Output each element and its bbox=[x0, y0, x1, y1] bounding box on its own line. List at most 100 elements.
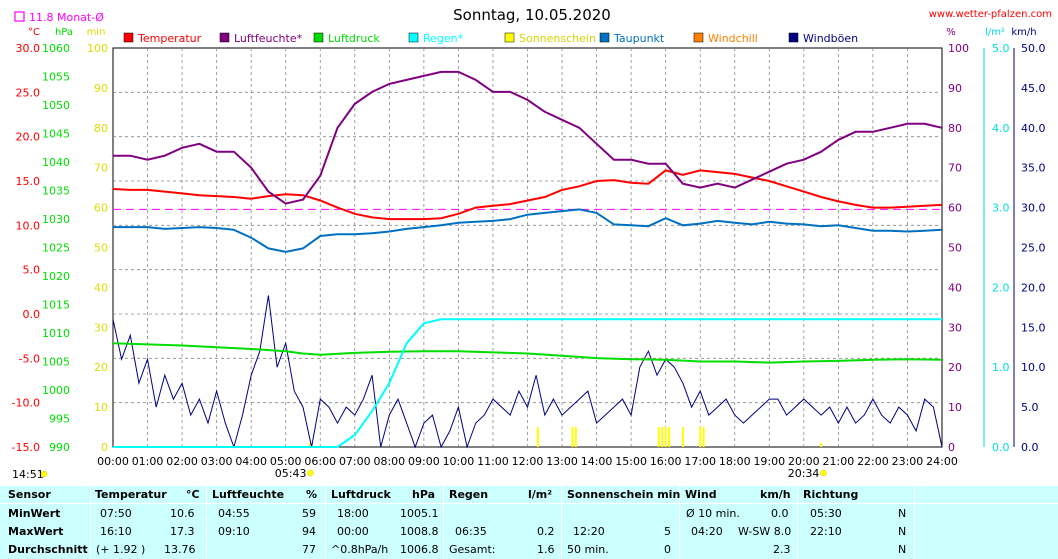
hdr-sensor: Sensor bbox=[8, 488, 51, 501]
right-axis-tick: 25.0 bbox=[1021, 242, 1046, 255]
hum-val: 59 bbox=[302, 507, 316, 520]
right-axis-tick: 3.0 bbox=[992, 202, 1010, 215]
wind-time: 04:20 bbox=[691, 525, 723, 538]
hdr-rain-unit: l/m² bbox=[528, 488, 553, 501]
row-label: MaxWert bbox=[8, 525, 64, 538]
left-axis-unit: hPa bbox=[55, 27, 73, 38]
right-axis-unit: km/h bbox=[1011, 27, 1036, 38]
hdr-rain: Regen bbox=[449, 488, 489, 501]
x-tick-label: 21:00 bbox=[823, 455, 855, 468]
dir-time: 05:30 bbox=[810, 507, 842, 520]
right-axis-tick: 45.0 bbox=[1021, 82, 1046, 95]
right-axis-tick: 20 bbox=[948, 361, 962, 374]
right-axis-tick: 60 bbox=[948, 202, 962, 215]
hdr-press-unit: hPa bbox=[412, 488, 436, 501]
left-axis-tick: 1005 bbox=[42, 356, 70, 369]
right-axis-tick: 0.0 bbox=[992, 441, 1010, 454]
legend-label: Luftfeuchte* bbox=[234, 32, 303, 45]
press-time: 00:00 bbox=[337, 525, 369, 538]
legend-swatch bbox=[408, 32, 419, 43]
x-tick-label: 11:00 bbox=[477, 455, 509, 468]
right-axis-tick: 0 bbox=[948, 441, 955, 454]
hdr-wind: Wind bbox=[685, 488, 717, 501]
axes: 00:00 01:00 02:00 03:00 04:00 05:00 06:00 07:00… bbox=[12, 27, 1046, 480]
table-row-min: MinWert 07:50 10.6 04:55 59 18:00 1005.1… bbox=[0, 505, 1058, 523]
left-axis-tick: 40 bbox=[94, 281, 108, 294]
sun-time: 50 min. bbox=[567, 543, 609, 556]
left-axis-tick: 15.0 bbox=[16, 175, 41, 188]
right-axis-tick: 5.0 bbox=[1021, 401, 1039, 414]
table-col-divider bbox=[561, 486, 562, 559]
sun-val: 5 bbox=[664, 525, 671, 538]
hdr-dir: Richtung bbox=[803, 488, 859, 501]
temp-val: 13.76 bbox=[164, 543, 196, 556]
hdr-temp-unit: °C bbox=[186, 488, 200, 501]
press-val: 1006.8 bbox=[400, 543, 439, 556]
left-axis-tick: 1050 bbox=[42, 99, 70, 112]
left-axis-tick: 0.0 bbox=[23, 308, 41, 321]
left-axis-tick: 10.0 bbox=[16, 219, 41, 232]
plot-area bbox=[112, 70, 943, 449]
right-axis-tick: 50 bbox=[948, 242, 962, 255]
table-col-divider bbox=[797, 486, 798, 559]
sunset-time: 20:34 bbox=[788, 467, 820, 480]
left-axis-tick: 1060 bbox=[42, 42, 70, 55]
left-axis-tick: 995 bbox=[49, 413, 70, 426]
left-axis-unit: °C bbox=[28, 27, 40, 38]
legend-label: Windchill bbox=[708, 32, 758, 45]
left-axis-tick: 1055 bbox=[42, 71, 70, 84]
hdr-hum-unit: % bbox=[306, 488, 318, 501]
sunshine-bar bbox=[308, 443, 311, 447]
legend-swatch bbox=[599, 32, 610, 43]
right-axis-tick: 10 bbox=[948, 401, 962, 414]
press-time: ^0.8hPa/h bbox=[331, 543, 389, 556]
right-axis-tick: 10.0 bbox=[1021, 361, 1046, 374]
x-tick-label: 04:00 bbox=[235, 455, 267, 468]
left-axis-tick: 1035 bbox=[42, 185, 70, 198]
legend-label: Luftdruck bbox=[328, 32, 380, 45]
left-axis-tick: 1030 bbox=[42, 213, 70, 226]
right-axis-unit: l/m² bbox=[985, 27, 1005, 38]
x-tick-label: 17:00 bbox=[684, 455, 716, 468]
hdr-temp: Temperatur bbox=[95, 488, 167, 501]
legend-swatch bbox=[504, 32, 515, 43]
row-label: MinWert bbox=[8, 507, 61, 520]
temp-val: 17.3 bbox=[170, 525, 195, 538]
series-line-luftdruck bbox=[112, 342, 943, 364]
series-line-regen bbox=[113, 318, 942, 448]
legend-swatch bbox=[219, 32, 230, 43]
right-axis-tick: 20.0 bbox=[1021, 281, 1046, 294]
left-axis-tick: 70 bbox=[94, 162, 108, 175]
x-tick-label: 23:00 bbox=[892, 455, 924, 468]
hum-val: 77 bbox=[302, 543, 316, 556]
x-tick-label: 19:00 bbox=[753, 455, 785, 468]
rain-val: 0.2 bbox=[537, 525, 555, 538]
left-axis-tick: 1020 bbox=[42, 270, 70, 283]
dir-val: N bbox=[898, 507, 907, 520]
dir-val: N bbox=[898, 543, 907, 556]
table-col-divider bbox=[325, 486, 326, 559]
table-col-divider bbox=[206, 486, 207, 559]
sunshine-bar bbox=[574, 427, 577, 447]
x-tick-label: 14:00 bbox=[581, 455, 613, 468]
x-tick-label: 24:00 bbox=[926, 455, 958, 468]
table-col-divider bbox=[443, 486, 444, 559]
x-tick-label: 08:00 bbox=[373, 455, 405, 468]
press-val: 1005.1 bbox=[400, 507, 439, 520]
hdr-hum: Luftfeuchte bbox=[212, 488, 285, 501]
right-axis-tick: 90 bbox=[948, 82, 962, 95]
right-axis-unit: % bbox=[946, 27, 956, 38]
legend-swatch bbox=[123, 32, 134, 43]
x-tick-label: 20:00 bbox=[788, 455, 820, 468]
rain-val: 1.6 bbox=[537, 543, 555, 556]
x-tick-label: 18:00 bbox=[719, 455, 751, 468]
series-line-windboeen bbox=[112, 295, 943, 449]
left-axis-tick: 990 bbox=[49, 441, 70, 454]
legend-label: Regen* bbox=[423, 32, 464, 45]
right-axis-tick: 30 bbox=[948, 321, 962, 334]
legend-label: Temperatur bbox=[137, 32, 202, 45]
series-line-luftfeuchte bbox=[113, 70, 943, 205]
table-row-avg: Durchschnitt (+ 1.92 ) 13.76 77 ^0.8hPa/… bbox=[0, 541, 1058, 559]
left-axis-tick: 20.0 bbox=[16, 131, 41, 144]
x-tick-label: 05:00 bbox=[270, 455, 302, 468]
